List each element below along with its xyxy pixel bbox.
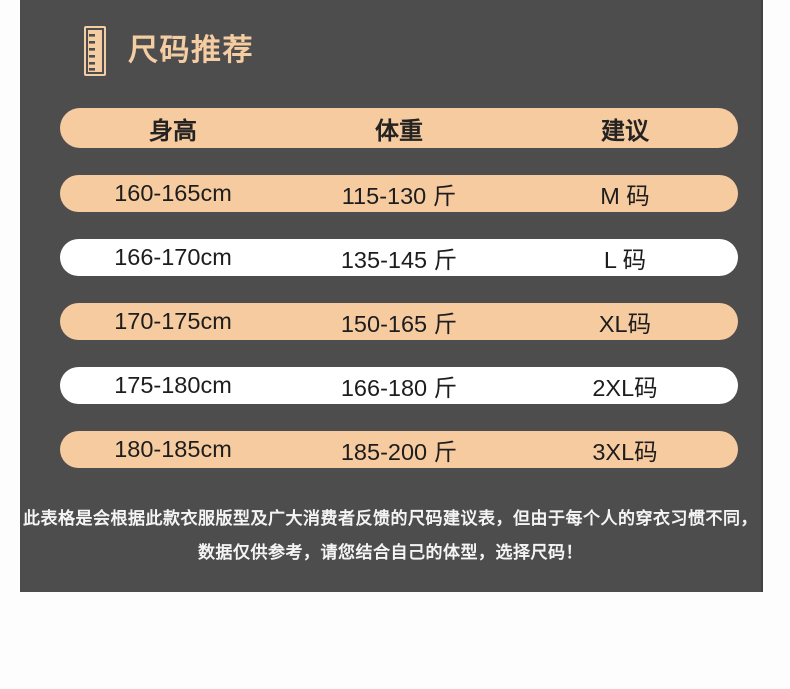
section-header: 尺码推荐	[84, 26, 254, 76]
cell-size: 2XL码	[592, 374, 658, 401]
size-chart-panel: 尺码推荐 身高 体重 建议 160-165cm 115-130 斤 M 码 16…	[20, 0, 763, 592]
table-row: 160-165cm 115-130 斤 M 码	[60, 175, 738, 212]
cell-weight: 115-130 斤	[341, 182, 457, 209]
cell-height: 160-165cm	[114, 180, 232, 206]
table-header-row: 身高 体重 建议	[60, 108, 738, 148]
page-title: 尺码推荐	[128, 34, 254, 67]
cell-height: 166-170cm	[114, 244, 232, 270]
cell-weight: 166-180 斤	[340, 374, 458, 401]
cell-height: 175-180cm	[114, 372, 232, 398]
size-table: 身高 体重 建议 160-165cm 115-130 斤 M 码 166-170…	[60, 108, 738, 468]
cell-height: 170-175cm	[114, 308, 232, 334]
header-cell-height: 身高	[149, 117, 197, 145]
cell-height: 180-185cm	[114, 436, 232, 462]
cell-weight: 150-165 斤	[340, 310, 458, 337]
size-note: 此表格是会根据此款衣服版型及广大消费者反馈的尺码建议表，但由于每个人的穿衣习惯不…	[20, 502, 761, 569]
size-note-line1: 此表格是会根据此款衣服版型及广大消费者反馈的尺码建议表，但由于每个人的穿衣习惯不…	[23, 509, 758, 528]
ruler-icon	[84, 26, 106, 76]
table-row: 166-170cm 135-145 斤 L 码	[60, 239, 738, 276]
cell-size: XL码	[598, 310, 652, 337]
cell-size: L 码	[603, 246, 647, 273]
table-row: 175-180cm 166-180 斤 2XL码	[60, 367, 738, 404]
cell-size: M 码	[600, 182, 650, 209]
table-row: 180-185cm 185-200 斤 3XL码	[60, 431, 738, 468]
header-cell-weight: 体重	[375, 117, 423, 145]
cell-size: 3XL码	[592, 438, 658, 465]
cell-weight: 185-200 斤	[340, 438, 458, 465]
table-row: 170-175cm 150-165 斤 XL码	[60, 303, 738, 340]
cell-weight: 135-145 斤	[340, 246, 458, 273]
size-note-line2: 数据仅供参考，请您结合自己的体型，选择尺码！	[198, 542, 583, 562]
header-cell-suggestion: 建议	[601, 117, 649, 145]
